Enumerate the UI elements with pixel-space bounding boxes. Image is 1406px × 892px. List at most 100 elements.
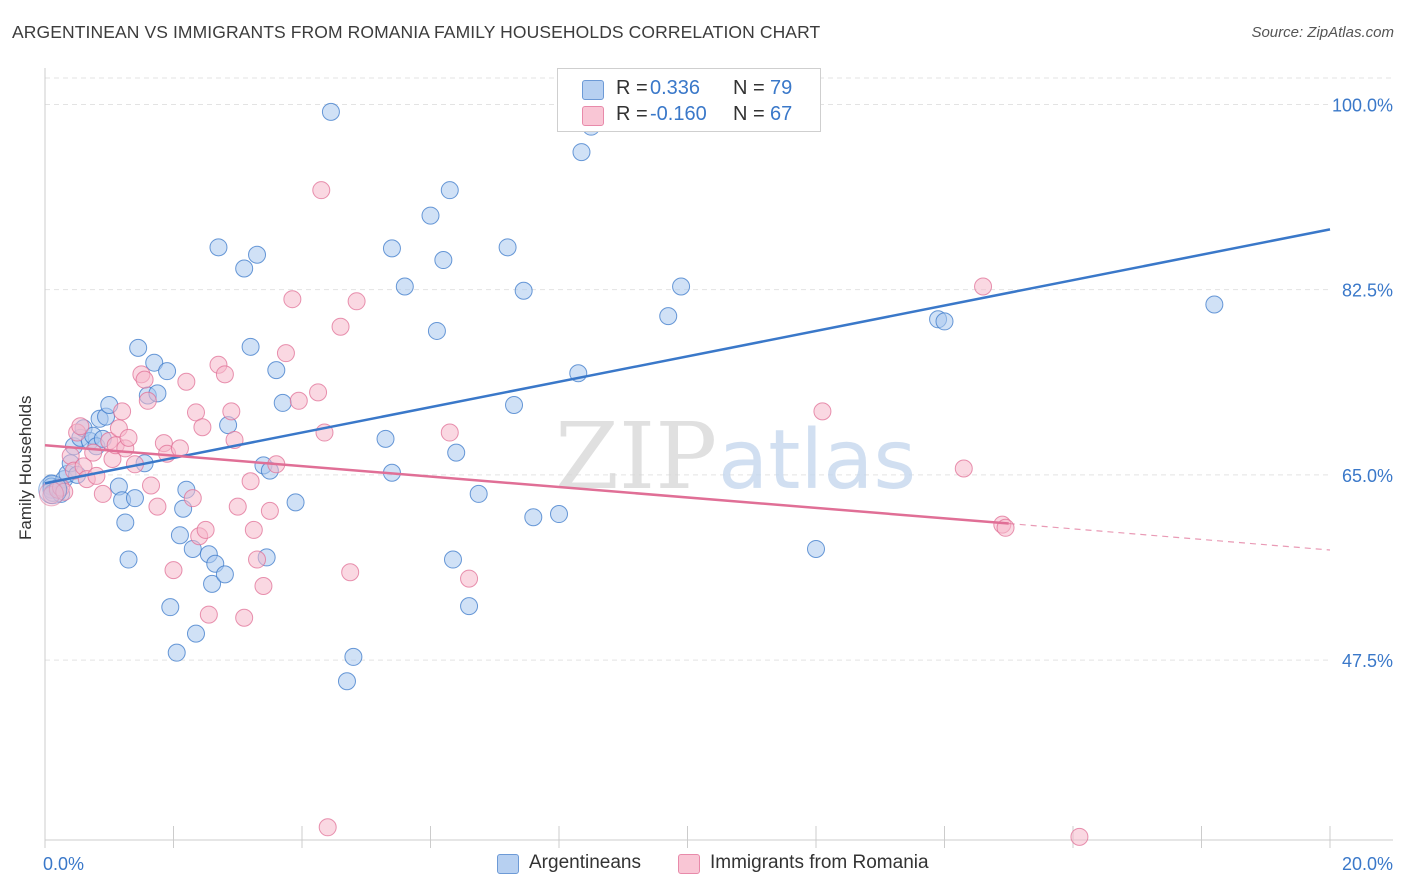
point-argentineans	[421, 206, 440, 225]
point-romania	[164, 561, 183, 580]
point-argentineans	[460, 597, 479, 616]
point-romania	[119, 428, 138, 447]
stats-row-argentineans: R = 0.336 N = 79	[558, 77, 820, 103]
swatch-romania	[582, 106, 604, 126]
n-value: 79	[770, 77, 793, 99]
point-romania	[228, 497, 247, 516]
point-romania	[84, 443, 103, 462]
point-argentineans	[145, 353, 164, 372]
chart-title: ARGENTINEAN VS IMMIGRANTS FROM ROMANIA F…	[12, 22, 821, 42]
point-argentineans	[167, 643, 186, 662]
point-romania	[55, 482, 74, 501]
point-argentineans	[498, 238, 517, 257]
source-label: Source: ZipAtlas.com	[1251, 24, 1394, 41]
stats-row-romania: R = -0.160 N = 67	[558, 103, 820, 129]
n-value: 67	[770, 103, 793, 125]
point-romania	[312, 181, 331, 200]
y-tick-label: 47.5%	[1342, 651, 1393, 671]
point-argentineans	[203, 574, 222, 593]
trendline-romania-extension	[1008, 522, 1331, 551]
watermark: ZIP atlas	[555, 403, 916, 510]
point-romania	[954, 459, 973, 478]
point-argentineans	[129, 338, 148, 357]
point-romania	[196, 520, 215, 539]
trendline-argentineans	[44, 228, 1331, 485]
point-romania	[283, 290, 302, 309]
point-romania	[113, 402, 132, 421]
point-romania	[177, 372, 196, 391]
tick-labels: 47.5% 65.0% 82.5% 100.0% 0.0% 20.0%	[43, 95, 1393, 874]
point-argentineans	[672, 277, 691, 296]
r-value: 0.336	[650, 77, 701, 99]
legend-swatch-romania	[678, 854, 700, 874]
point-romania	[142, 476, 161, 495]
point-romania	[244, 520, 263, 539]
legend-swatch-argentineans	[497, 854, 519, 874]
point-argentineans	[337, 672, 356, 691]
point-argentineans	[241, 337, 260, 356]
point-romania	[813, 402, 832, 421]
point-romania	[260, 501, 279, 520]
point-argentineans	[209, 238, 228, 257]
point-argentineans	[447, 443, 466, 462]
point-argentineans	[524, 508, 543, 527]
point-romania	[309, 383, 328, 402]
stats-legend: R = 0.336 N = 79 R = -0.160 N = 67	[557, 68, 821, 132]
point-argentineans	[267, 361, 286, 380]
point-argentineans	[935, 312, 954, 331]
point-argentineans	[215, 565, 234, 584]
point-argentineans	[158, 362, 177, 381]
point-romania	[193, 418, 212, 437]
point-argentineans	[514, 281, 533, 300]
point-romania	[183, 489, 202, 508]
point-argentineans	[161, 598, 180, 617]
r-label: R =	[616, 103, 648, 125]
point-romania	[248, 550, 267, 569]
point-argentineans	[321, 102, 340, 121]
point-argentineans	[119, 550, 138, 569]
x-tick-label: 20.0%	[1342, 854, 1393, 874]
axes	[44, 68, 1393, 848]
point-argentineans	[116, 513, 135, 532]
y-axis-label: Family Households	[16, 395, 35, 540]
point-romania	[138, 391, 157, 410]
x-tick-label: 0.0%	[43, 854, 84, 874]
point-argentineans	[443, 550, 462, 569]
point-argentineans	[376, 429, 395, 448]
swatch-argentineans	[582, 80, 604, 100]
point-romania	[241, 472, 260, 491]
point-romania	[235, 608, 254, 627]
trend-layer	[44, 228, 1331, 551]
point-romania	[186, 403, 205, 422]
watermark-atlas: atlas	[718, 413, 916, 508]
point-romania	[215, 365, 234, 384]
n-label: N =	[733, 103, 765, 125]
n-label: N =	[733, 77, 765, 99]
point-argentineans	[807, 539, 825, 558]
y-tick-label: 82.5%	[1342, 281, 1393, 301]
r-value: -0.160	[650, 103, 707, 125]
point-argentineans	[273, 393, 292, 412]
point-romania	[347, 292, 366, 311]
point-romania	[440, 423, 459, 442]
point-romania	[318, 818, 337, 837]
point-argentineans	[659, 307, 678, 326]
point-romania	[87, 466, 106, 485]
point-argentineans	[427, 321, 446, 340]
r-label: R =	[616, 77, 648, 99]
point-romania	[254, 577, 273, 595]
grid-lines	[45, 77, 1392, 661]
point-argentineans	[286, 493, 305, 512]
point-argentineans	[440, 181, 459, 200]
point-romania	[460, 569, 479, 588]
point-romania	[341, 563, 360, 582]
point-romania	[289, 391, 308, 410]
point-cluster-romania	[38, 481, 64, 507]
point-romania	[135, 370, 154, 389]
points-layer	[38, 102, 1224, 846]
point-argentineans	[186, 624, 205, 643]
point-argentineans	[550, 505, 568, 524]
point-argentineans	[1205, 295, 1224, 314]
point-argentineans	[125, 489, 144, 508]
